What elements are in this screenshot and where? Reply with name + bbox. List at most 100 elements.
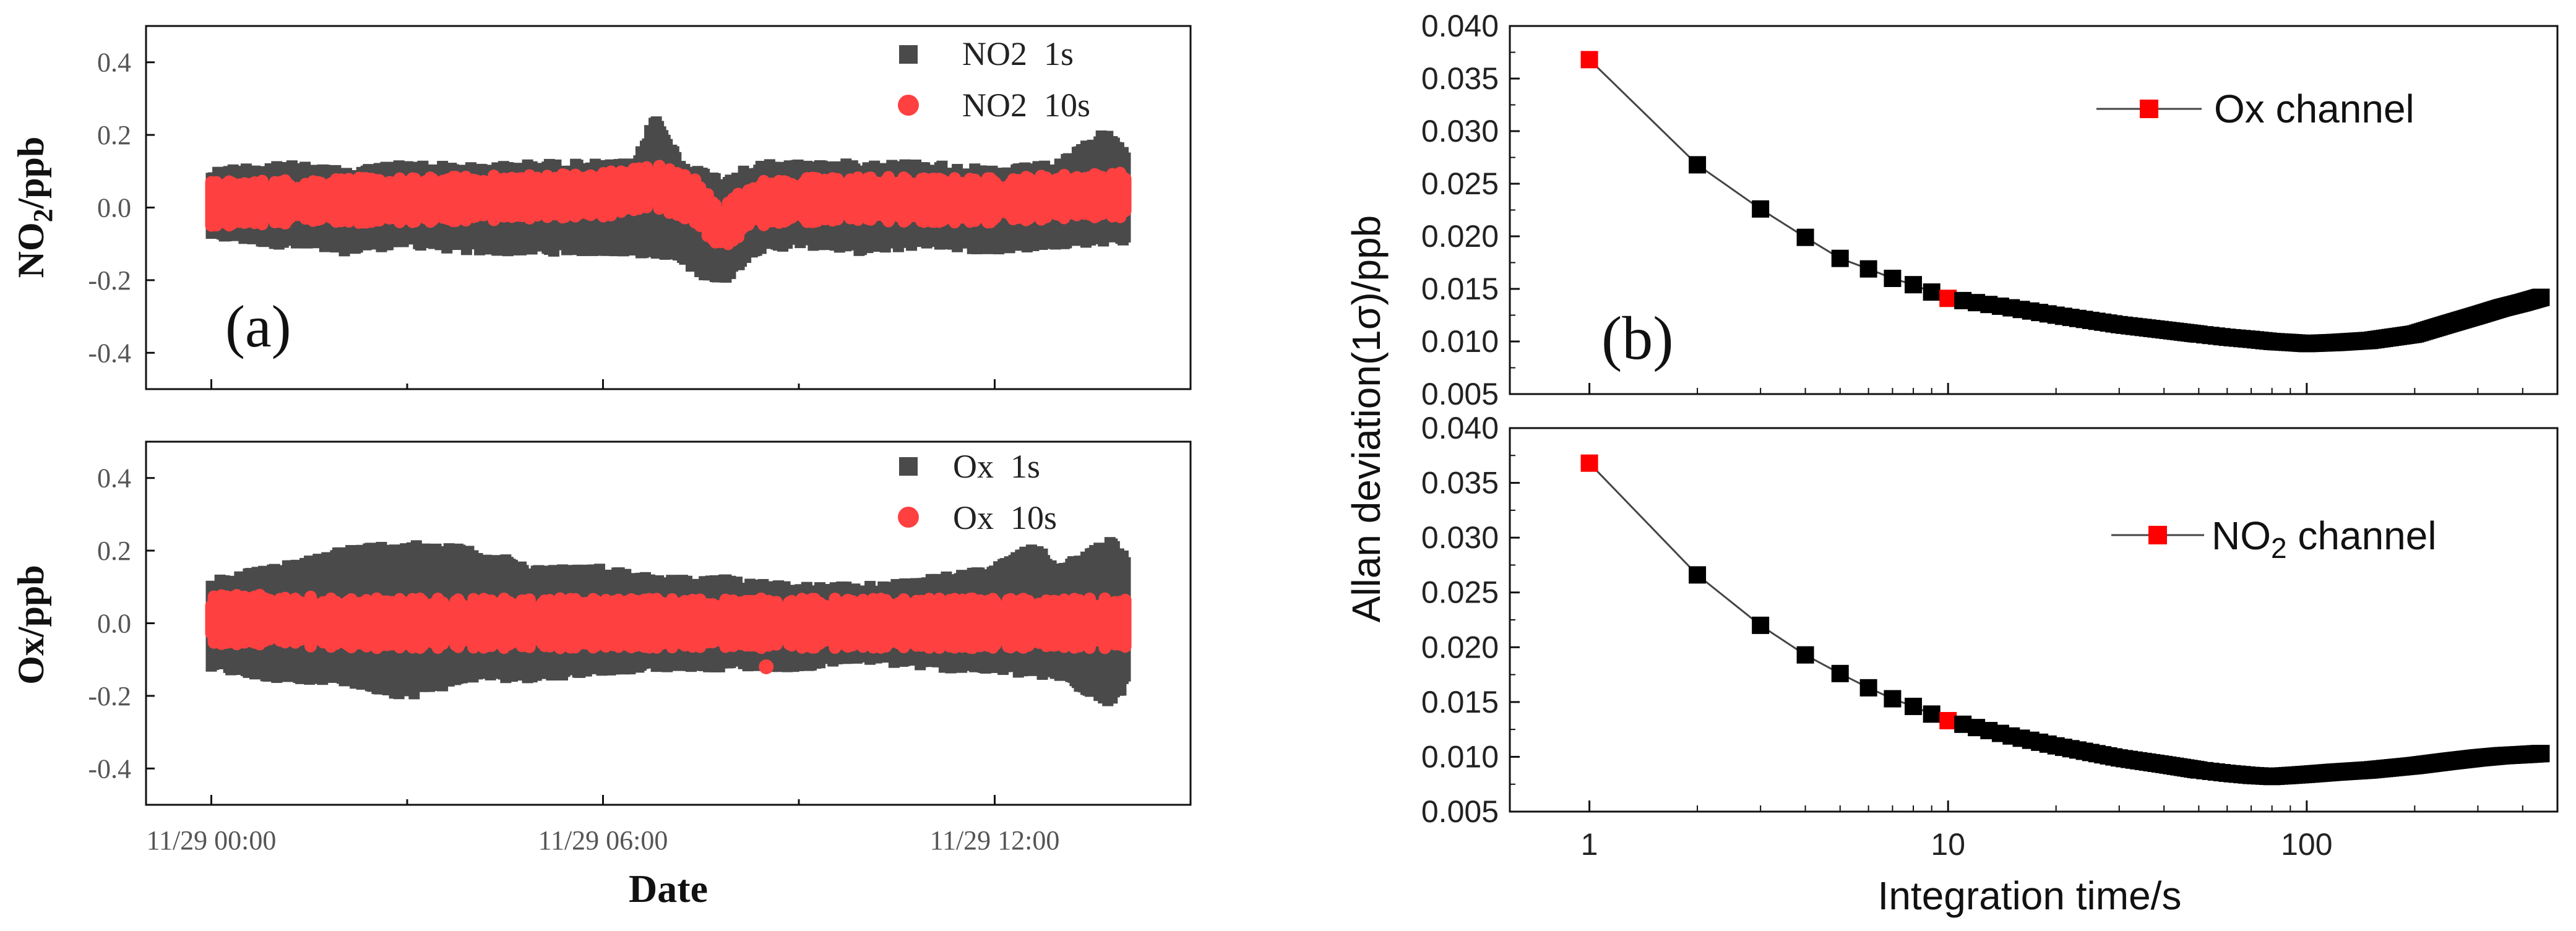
allan-no2-point (1923, 705, 1941, 723)
legend-marker-no2-10s (898, 95, 919, 116)
no2-ytick-label-0: 0.4 (97, 48, 131, 78)
allan-ox-point (1831, 249, 1849, 267)
ox-ytick-label-4: -0.4 (88, 753, 131, 784)
allan-no2-point (1859, 679, 1877, 697)
ox-10s-outlier-0 (759, 659, 774, 674)
no2-10s-point (1119, 172, 1132, 218)
legend-label-ox-10s: Ox 10s (953, 499, 1057, 536)
panel-a-ylabel-unit: /ppb (11, 137, 51, 210)
panel-a-data-layer (205, 116, 1132, 283)
panel-b-ox-data-layer (1580, 51, 2550, 353)
allan-ox-point (1689, 156, 1707, 174)
no2-ytick-label-1: 0.2 (97, 120, 131, 150)
allan-ox-ytick-label-1: 0.035 (1421, 61, 1499, 96)
panel-a-legend: NO2 1s NO2 10s (898, 35, 1090, 124)
allan-no2-ytick-label-0: 0.040 (1421, 411, 1499, 445)
ox-ytick-label-0: 0.4 (97, 463, 131, 494)
allan-ylabel: Allan deviation(1σ)/ppb (1344, 215, 1389, 623)
allan-no2-point (1831, 664, 1849, 682)
allan-ox-ytick-label-6: 0.010 (1421, 324, 1499, 359)
legend-marker-ox-channel (2140, 100, 2158, 118)
panel-b-label: (b) (1601, 304, 1674, 372)
no2-series-10s (205, 160, 1132, 251)
allan-ox-ytick-label-4: 0.020 (1421, 219, 1499, 254)
legend-label-no2-10s: NO2 10s (962, 87, 1090, 124)
allan-no2-point (1884, 690, 1902, 708)
allan-no2-ytick-label-7: 0.005 (1421, 794, 1499, 829)
allan-ox-ytick-label-2: 0.030 (1421, 114, 1499, 148)
panel-b-ox-legend: Ox channel (2096, 87, 2414, 131)
allan-no2-xtick-label-2: 100 (2281, 827, 2332, 862)
panel-ox-legend: Ox 1s Ox 10s (898, 448, 1057, 536)
allan-no2-point (1905, 697, 1923, 715)
allan-no2-series-line (1588, 462, 2541, 778)
allan-ox-ytick-label-0: 0.040 (1421, 9, 1499, 43)
allan-no2-point-highlight (1939, 711, 1957, 729)
allan-ox-point (2532, 288, 2550, 306)
legend-marker-no2-channel (2148, 526, 2167, 544)
allan-ox-point (1884, 270, 1902, 287)
date-xlabel: Date (629, 867, 708, 911)
allan-ox-point-highlight (1939, 290, 1957, 307)
allan-no2-ytick-label-6: 0.010 (1421, 739, 1499, 774)
panel-b-allan-no2: 0.040 0.035 0.030 0.025 0.020 0.015 0.010 0.005… (1421, 411, 2559, 862)
panel-b-ox-ticks: 0.040 0.035 0.030 0.025 0.020 0.015 0.010 0.005 (1421, 9, 2523, 411)
panel-a-ylabel-base: NO (11, 222, 51, 278)
allan-no2-point (1796, 646, 1814, 664)
allan-ox-point (1923, 283, 1941, 301)
ox-10s-point (1119, 593, 1132, 653)
panel-b-no2-legend: NO2 channel (2111, 513, 2437, 564)
legend-label-no2-base: NO (2212, 513, 2271, 558)
allan-ox-point (1796, 228, 1814, 246)
no2-ytick-label-3: -0.2 (88, 265, 131, 296)
allan-no2-ytick-label-1: 0.035 (1421, 466, 1499, 500)
legend-marker-no2-1s (899, 45, 918, 64)
allan-no2-point (1752, 616, 1770, 634)
allan-ox-point (1752, 200, 1770, 218)
allan-no2-ytick-label-2: 0.030 (1421, 520, 1499, 555)
legend-marker-ox-1s (899, 457, 918, 476)
allan-ox-point (1905, 276, 1923, 294)
panel-ox-timeseries: 0.4 0.2 0.0 -0.2 -0.4 11/29 00:00 11/29 06:00 1… (11, 440, 1192, 911)
no2-ytick-label-2: 0.0 (97, 193, 131, 223)
ox-ytick-label-2: 0.0 (97, 609, 131, 639)
panel-a-label: (a) (225, 293, 291, 359)
allan-ox-point-highlight (1580, 51, 1598, 69)
allan-no2-ytick-label-3: 0.025 (1421, 575, 1499, 610)
legend-label-no2-subscript: 2 (2271, 532, 2287, 564)
legend-label-no2-1s: NO2 1s (962, 35, 1074, 72)
ox-xtick-label-2: 11/29 12:00 (930, 825, 1060, 856)
allan-ox-ytick-label-5: 0.015 (1421, 272, 1499, 306)
panel-ox-ticks: 0.4 0.2 0.0 -0.2 -0.4 11/29 00:00 11/29 06:00 1… (88, 463, 1059, 856)
allan-no2-xtick-label-0: 1 (1581, 827, 1598, 862)
panel-b-no2-ticks: 0.040 0.035 0.030 0.025 0.020 0.015 0.010 0.005… (1421, 411, 2523, 862)
allan-no2-point-highlight (1580, 454, 1598, 472)
allan-no2-series-markers (1580, 454, 2550, 786)
panel-b-no2-frame (1509, 427, 2559, 813)
allan-no2-xtick-label-1: 10 (1931, 827, 1965, 862)
allan-no2-ytick-label-5: 0.015 (1421, 685, 1499, 719)
panel-b-no2-data-layer (1580, 454, 2550, 786)
allan-ox-point (1859, 260, 1877, 278)
panel-a-ticks: 0.4 0.2 0.0 -0.2 -0.4 (88, 48, 996, 389)
legend-label-ox-channel: Ox channel (2214, 87, 2414, 131)
ox-xtick-label-1: 11/29 06:00 (538, 825, 668, 856)
panel-a-no2-timeseries: 0.4 0.2 0.0 -0.2 -0.4 NO2/ppb (a) NO2 1s NO2… (11, 25, 1192, 390)
panel-b-allan-ox: 0.040 0.035 0.030 0.025 0.020 0.015 0.010 0.005… (1421, 9, 2559, 411)
allan-no2-point (1689, 566, 1707, 584)
allan-xlabel: Integration time/s (1878, 873, 2182, 918)
panel-ox-ylabel: Ox/ppb (11, 565, 51, 684)
allan-no2-point (2532, 745, 2550, 763)
ox-ytick-label-3: -0.2 (88, 681, 131, 711)
legend-label-no2-suffix: channel (2287, 513, 2437, 558)
no2-ytick-label-4: -0.4 (88, 338, 131, 368)
ox-ytick-label-1: 0.2 (97, 536, 131, 566)
legend-marker-ox-10s (898, 507, 919, 528)
ox-xtick-label-0: 11/29 00:00 (147, 825, 277, 856)
allan-no2-ytick-label-4: 0.020 (1421, 630, 1499, 664)
panel-a-ylabel: NO2/ppb (11, 137, 58, 278)
legend-label-ox-1s: Ox 1s (953, 448, 1040, 485)
allan-ox-ytick-label-7: 0.005 (1421, 377, 1499, 411)
legend-label-no2-channel: NO2 channel (2212, 513, 2437, 564)
